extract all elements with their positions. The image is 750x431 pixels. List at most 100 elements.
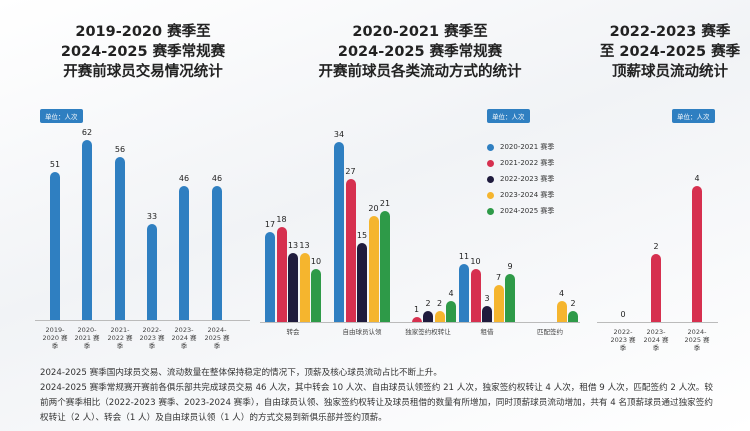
x-tick-label: 2019-2020 赛季 [42, 326, 68, 350]
chart-title: 顶薪球员流动统计 [612, 64, 728, 80]
chart-title: 开赛前球员各类流动方式的统计 [318, 64, 522, 80]
unit-label: 单位：人次 [672, 109, 715, 123]
bar [179, 186, 189, 320]
legend-marker [487, 175, 494, 183]
legend-item: 2021-2022 赛季 [487, 158, 554, 168]
x-tick-label: 2024-2025 赛季 [684, 328, 710, 352]
value-label: 18 [276, 214, 287, 224]
bar [115, 157, 125, 320]
legend-label: 2023-2024 赛季 [500, 191, 555, 199]
x-tick-label: 2023-2024 赛季 [171, 326, 197, 350]
value-label: 62 [81, 128, 93, 137]
bar [434, 311, 445, 322]
unit-label: 单位：人次 [40, 109, 83, 123]
bar [482, 306, 492, 322]
bar [82, 140, 92, 320]
value-label: 7 [495, 272, 502, 282]
bar [692, 186, 702, 322]
value-label: 3 [484, 294, 490, 304]
value-label: 10 [470, 257, 481, 267]
legend-item: 2023-2024 赛季 [487, 190, 554, 200]
chart-title: 2019-2020 赛季至 [75, 24, 211, 40]
value-label: 10 [310, 257, 322, 267]
chart-title: 2022-2023 赛季 [609, 24, 731, 40]
value-label: 13 [287, 241, 299, 251]
value-label: 4 [448, 288, 454, 298]
chart-title: 2024-2025 赛季常规赛 [60, 44, 226, 60]
value-label: 2 [653, 242, 659, 251]
value-label: 2 [436, 299, 443, 309]
legend-marker [487, 207, 494, 215]
x-tick-label: 2022-2023 赛季 [610, 328, 636, 352]
chart-title: 至 2024-2025 赛季 [599, 44, 741, 60]
bar [147, 224, 157, 320]
value-label: 9 [507, 262, 513, 272]
footer-text: 2024-2025 赛季常规赛开赛前各俱乐部共完成球员交易 46 人次，其中转会… [40, 383, 713, 423]
bar [50, 171, 60, 320]
value-label: 34 [333, 130, 345, 139]
bar [556, 300, 567, 322]
legend-marker [487, 143, 494, 151]
value-label: 46 [178, 174, 190, 184]
bar [651, 254, 661, 322]
bar [334, 142, 344, 322]
legend-marker [487, 159, 494, 167]
bar [345, 179, 356, 322]
bar [423, 311, 433, 322]
chart-title: 开赛前球员交易情况统计 [63, 64, 223, 80]
chart-title: 2020-2021 赛季至 [352, 24, 488, 40]
x-tick-label: 2020-2021 赛季 [74, 326, 100, 350]
bar [299, 253, 310, 322]
value-label: 17 [264, 220, 276, 229]
legend-label: 2020-2021 赛季 [500, 143, 555, 151]
x-tick-label: 2022-2023 赛季 [139, 326, 165, 350]
value-label: 4 [558, 288, 565, 298]
value-label: 2 [570, 299, 576, 309]
bar [411, 316, 422, 322]
legend-item: 2020-2021 赛季 [487, 142, 554, 152]
value-label: 2 [425, 299, 431, 309]
value-label: 4 [694, 174, 700, 183]
legend-label: 2024-2025 赛季 [500, 207, 555, 215]
value-label: 0 [620, 310, 626, 319]
bar [368, 216, 379, 322]
bar [357, 242, 367, 322]
baseline [35, 320, 250, 321]
value-label: 56 [114, 145, 126, 155]
value-label: 33 [146, 212, 158, 222]
value-label: 27 [345, 167, 356, 177]
bar [470, 269, 481, 322]
x-tick-label: 2024-2025 赛季 [204, 326, 230, 350]
legend-label: 2022-2023 赛季 [500, 175, 555, 183]
value-label: 1 [413, 304, 420, 314]
legend-label: 2021-2022 赛季 [500, 159, 555, 167]
value-label: 20 [368, 204, 379, 214]
baseline [260, 322, 580, 323]
unit-label: 单位：人次 [487, 109, 530, 123]
bar [568, 311, 578, 322]
bar [380, 210, 390, 322]
value-label: 46 [211, 174, 223, 184]
chart-title: 2024-2025 赛季常规赛 [337, 44, 503, 60]
bar [311, 269, 321, 322]
x-tick-label: 独家签约权转让 [405, 328, 451, 336]
baseline [597, 322, 718, 323]
value-label: 13 [299, 241, 310, 251]
bar [265, 232, 275, 322]
value-label: 11 [458, 251, 470, 261]
x-tick-label: 2023-2024 赛季 [643, 328, 669, 352]
legend-item: 2024-2025 赛季 [487, 206, 554, 216]
x-tick-label: 租借 [480, 328, 494, 336]
x-tick-label: 转会 [286, 328, 300, 336]
bar [212, 186, 222, 320]
value-label: 21 [379, 198, 391, 208]
legend-marker [487, 191, 494, 199]
value-label: 51 [49, 159, 61, 169]
bar [288, 253, 298, 322]
bar [505, 274, 515, 322]
x-tick-label: 自由球员认领 [342, 328, 382, 336]
bar [276, 226, 287, 322]
x-tick-label: 匹配签约 [537, 328, 563, 336]
bar [493, 284, 504, 322]
